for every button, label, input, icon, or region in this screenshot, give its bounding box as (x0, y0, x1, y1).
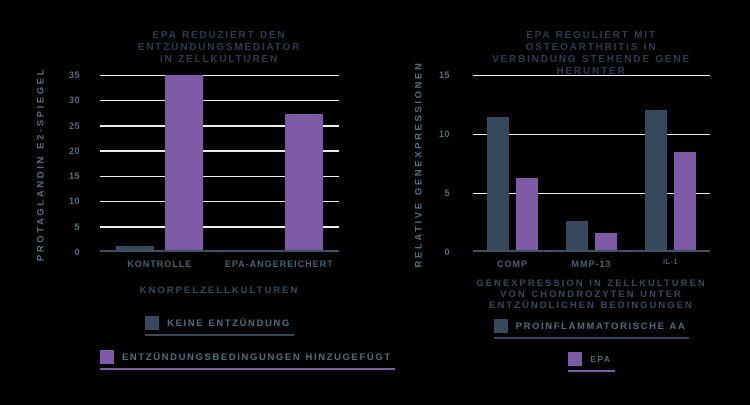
chart2-x-labels: COMP MMP-13 IL-1 (473, 259, 710, 269)
x-category-label: COMP (497, 259, 528, 269)
chart2-below: COMP MMP-13 IL-1 GENEXPRESSION IN ZELLKULT… (473, 259, 710, 372)
chart2-title: EPA REGULIERT MIT OSTEOARTHRITIS IN VERB… (492, 30, 691, 77)
y-tick-label: 25 (68, 120, 80, 131)
bar (487, 117, 509, 252)
legend-swatch-purple (568, 352, 583, 366)
bar-groups (473, 75, 710, 252)
y-tick-label: 5 (444, 188, 450, 198)
bar (284, 113, 323, 252)
legend-swatch-dark (145, 316, 160, 330)
gridline (473, 133, 710, 136)
legend-swatch-dark (493, 319, 508, 333)
y-tick-label: 35 (68, 70, 80, 80)
chart-panel-genexpression: EPA REGULIERT MIT OSTEOARTHRITIS IN VERB… (375, 0, 750, 405)
x-category-label: KONTROLLE (127, 259, 193, 269)
gridline (100, 175, 339, 178)
bar-group (220, 75, 340, 252)
x-category-label: EPA-ANGEREICHERT (224, 259, 334, 269)
chart2-plot-area: RELATIVE GENEXPRESSIONEN 0 5 10 15 (408, 60, 710, 267)
chart2-plot (473, 74, 710, 252)
chart1-legend-2: ENTZÜNDUNGSBEDINGUNGEN HINZUGEFÜGT (100, 350, 395, 370)
legend-label: PROINFLAMMATORISCHE AA (515, 320, 687, 332)
chart1-x-axis-caption: KNORPELZELLKULTUREN (139, 285, 300, 296)
legend-item-keine-entzuendung: KEINE ENTZÜNDUNG (145, 316, 294, 336)
legend-label: ENTZÜNDUNGSBEDINGUNGEN HINZUGEFÜGT (122, 351, 392, 363)
gridline (100, 74, 339, 76)
bar (566, 221, 588, 252)
x-category-label: MMP-13 (571, 259, 612, 269)
legend-label: EPA (590, 354, 612, 364)
legend-label: KEINE ENTZÜNDUNG (167, 317, 291, 329)
chart2-legend: PROINFLAMMATORISCHE AA (473, 319, 710, 339)
legend-item-epa: EPA (568, 352, 615, 372)
bar (645, 110, 667, 252)
x-axis-line (473, 250, 710, 252)
gridline (100, 150, 339, 152)
bar (165, 75, 204, 252)
legend-item-proinflammatorische-aa: PROINFLAMMATORISCHE AA (493, 319, 690, 339)
chart-panel-prostaglandin: EPA REDUZIERT DEN ENTZÜNDUNGSMEDIATOR IN… (30, 30, 395, 370)
chart1-plot-area: PROTAGLANDIN E2-SPIEGEL 0 5 10 15 20 25 30 35 (30, 66, 339, 261)
bar-group (473, 75, 552, 252)
bar (116, 245, 155, 252)
bar-group (631, 75, 710, 252)
gridline (100, 226, 339, 228)
y-tick-label: 30 (68, 95, 80, 106)
legend-item-entzuendung-hinzugefuegt: ENTZÜNDUNGSBEDINGUNGEN HINZUGEFÜGT (100, 350, 395, 370)
chart1-y-axis-label: PROTAGLANDIN E2-SPIEGEL (30, 66, 52, 260)
y-tick-label: 0 (74, 247, 80, 257)
y-tick-label: 5 (74, 221, 80, 232)
chart1-y-axis-label-text: PROTAGLANDIN E2-SPIEGEL (35, 66, 47, 261)
y-tick-label: 10 (438, 129, 450, 139)
y-tick-label: 20 (68, 145, 80, 156)
bar-group (100, 75, 220, 252)
chart1-below: KONTROLLE EPA-ANGEREICHERT KNORPELZELLKUL… (100, 259, 395, 370)
chart2-y-axis-label: RELATIVE GENEXPRESSIONEN (408, 60, 430, 267)
chart1-legend: KEINE ENTZÜNDUNG (100, 316, 339, 336)
chart1-x-labels: KONTROLLE EPA-ANGEREICHERT (100, 259, 339, 269)
bar (595, 233, 617, 252)
gridline (100, 125, 339, 127)
bar-group (552, 75, 631, 252)
gridline (473, 192, 710, 195)
y-tick-label: 0 (444, 247, 450, 257)
chart1-plot (100, 74, 339, 252)
chart1-y-ticks: 0 5 10 15 20 25 30 35 (52, 70, 80, 257)
x-category-label: IL-1 (663, 259, 678, 266)
y-tick-label: 15 (438, 70, 450, 80)
gridline (100, 200, 339, 203)
bar-groups (100, 75, 339, 252)
chart2-y-axis-label-text: RELATIVE GENEXPRESSIONEN (413, 60, 425, 267)
chart1-title: EPA REDUZIERT DEN ENTZÜNDUNGSMEDIATOR IN… (137, 30, 302, 65)
gridline (100, 99, 339, 102)
gridline (473, 74, 710, 76)
y-tick-label: 10 (68, 196, 80, 207)
legend-swatch-purple (100, 350, 114, 364)
chart2-legend-2: EPA (473, 352, 710, 372)
x-axis-line (100, 250, 339, 252)
y-tick-label: 15 (68, 171, 80, 182)
chart2-y-ticks: 0 5 10 15 (430, 70, 450, 257)
chart2-x-axis-caption: GENEXPRESSION IN ZELLKULTUREN VON CHONDR… (476, 278, 707, 311)
bar (516, 177, 538, 252)
bar (674, 151, 696, 252)
